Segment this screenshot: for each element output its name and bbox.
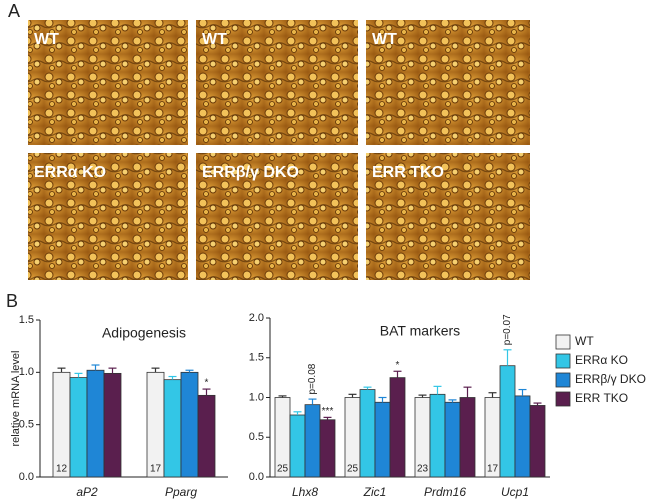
bar	[529, 405, 546, 478]
y-tick-label: 1.0	[19, 366, 34, 378]
x-tick-label: Prdm16	[424, 485, 466, 499]
legend-label: ERRα KO	[575, 353, 628, 367]
bar	[429, 393, 446, 478]
bar	[289, 414, 306, 478]
bar	[304, 404, 321, 478]
annotation: p=0.07	[502, 314, 513, 345]
micrographs: WT WT WT ERRα KO ERRβ/γ DKO ERR TKO	[28, 20, 530, 280]
micrograph	[196, 153, 358, 280]
micrograph	[366, 153, 530, 280]
legend-label: ERRβ/γ DKO	[575, 372, 646, 386]
charts: 0.0 0.5 1.0 1.5 Adipogenesis relative mRNA le…	[10, 312, 646, 499]
y-axis-label: relative mRNA level	[10, 351, 22, 447]
legend-swatch	[555, 334, 571, 350]
panel-label: A	[8, 1, 20, 21]
image-label: ERR TKO	[372, 164, 444, 181]
x-tick-label: Lhx8	[292, 485, 318, 499]
y-tick-label: 1.5	[19, 314, 34, 326]
legend-swatch	[555, 372, 571, 388]
legend-swatch	[555, 391, 571, 407]
image-label: WT	[202, 31, 227, 48]
y-tick-label: 0.5	[249, 431, 264, 443]
n-label: 12	[56, 464, 68, 475]
micrograph	[28, 153, 188, 280]
panel-label: B	[6, 291, 18, 311]
chart-title: BAT markers	[380, 323, 460, 339]
image-label: ERRβ/γ DKO	[202, 164, 299, 181]
x-tick-label: Pparg	[165, 485, 197, 499]
n-label: 17	[487, 464, 499, 475]
y-tick-label: 0.5	[19, 419, 34, 431]
legend-label: WT	[575, 334, 594, 348]
micrograph	[366, 20, 530, 145]
bar	[359, 389, 376, 478]
image-label: WT	[372, 31, 397, 48]
legend-label: ERR TKO	[575, 391, 628, 405]
bar	[69, 377, 88, 478]
x-tick-label: aP2	[76, 485, 98, 499]
bar	[319, 419, 336, 478]
chart-title: Adipogenesis	[102, 325, 186, 341]
legend-swatch	[555, 353, 571, 369]
micrograph	[196, 20, 358, 145]
y-tick-label: 1.0	[249, 391, 264, 403]
bar	[86, 369, 105, 478]
y-tick-label: 0.0	[249, 471, 264, 483]
bar	[389, 377, 406, 478]
n-label: 25	[277, 464, 289, 475]
image-label: WT	[34, 31, 59, 48]
n-label: 23	[417, 464, 429, 475]
bar	[103, 372, 122, 478]
bar	[444, 401, 461, 478]
x-tick-label: Zic1	[363, 485, 387, 499]
x-tick-label: Ucp1	[501, 485, 529, 499]
y-tick-label: 1.5	[249, 352, 264, 364]
bar	[459, 397, 476, 478]
y-tick-label: 2.0	[249, 312, 264, 324]
image-label: ERRα KO	[34, 164, 106, 181]
bar	[163, 379, 182, 478]
annotation: p=0.08	[307, 363, 318, 394]
n-label: 17	[150, 464, 162, 475]
bar	[180, 371, 199, 478]
annotation: *	[205, 378, 209, 389]
bar	[52, 371, 71, 478]
bar	[197, 394, 216, 478]
bar	[146, 371, 165, 478]
micrograph	[28, 20, 188, 145]
y-tick-label: 0.0	[19, 471, 34, 483]
bar	[514, 395, 531, 478]
bar	[374, 401, 391, 478]
annotation: ***	[322, 406, 334, 417]
annotation: *	[396, 360, 400, 371]
n-label: 25	[347, 464, 359, 475]
bar	[499, 365, 516, 478]
